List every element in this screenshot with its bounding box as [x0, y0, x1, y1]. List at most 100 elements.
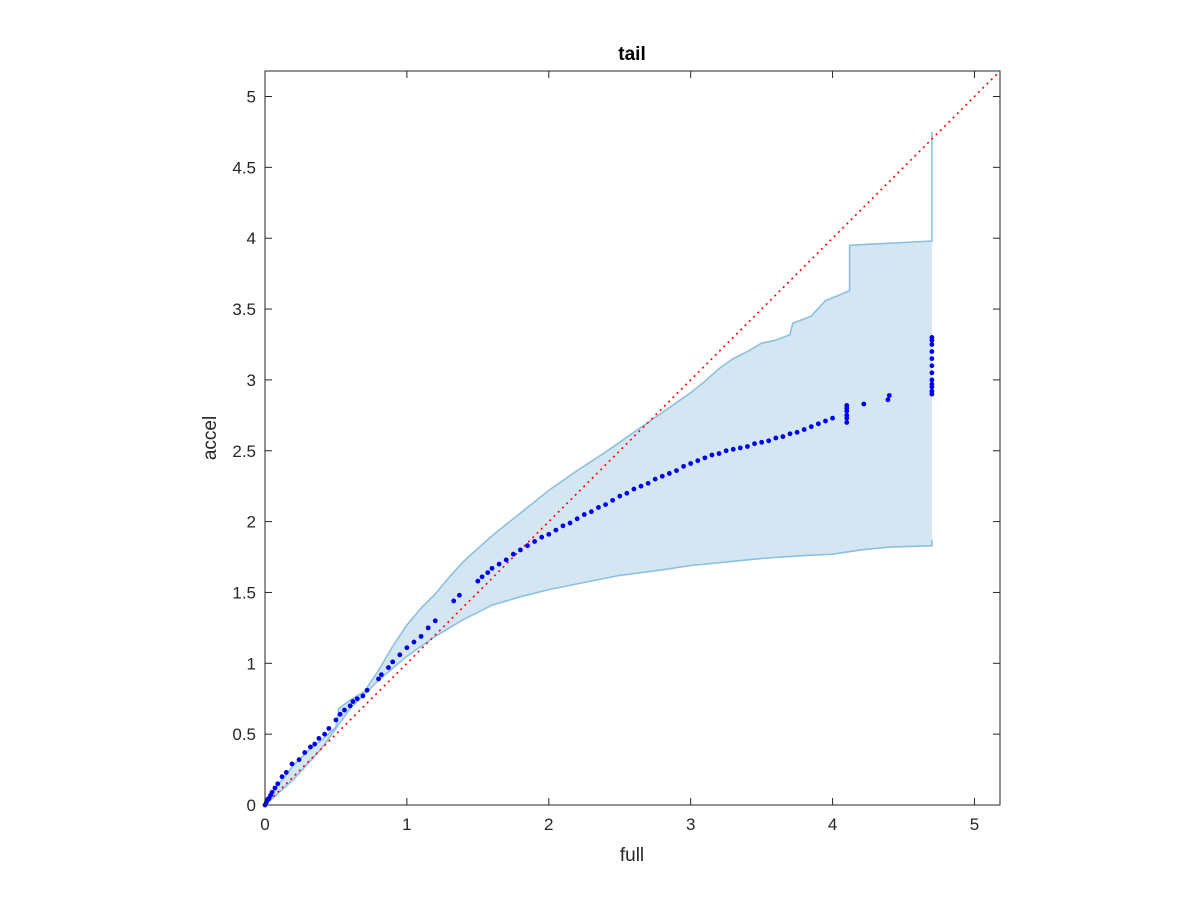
- data-point: [342, 707, 347, 713]
- confidence-band: [264, 131, 933, 806]
- band-lower-edge: [264, 540, 933, 806]
- y-tick-label: 4.5: [232, 158, 256, 177]
- data-point: [567, 520, 573, 526]
- data-point: [283, 770, 289, 775]
- data-point: [326, 726, 332, 731]
- data-point: [451, 598, 457, 604]
- data-point: [861, 401, 867, 407]
- data-point: [354, 696, 360, 702]
- data-point: [681, 463, 686, 469]
- data-point: [272, 785, 278, 791]
- data-point: [376, 676, 381, 682]
- x-tick-label: 5: [970, 815, 979, 834]
- data-point: [432, 618, 438, 624]
- data-point: [929, 363, 935, 369]
- data-point: [296, 757, 302, 763]
- data-point: [780, 434, 786, 439]
- data-point: [766, 438, 772, 444]
- data-point: [503, 557, 509, 563]
- data-point: [929, 388, 935, 394]
- y-tick-label: 3: [247, 371, 256, 390]
- data-point: [378, 672, 384, 678]
- y-tick-label: 1.5: [232, 583, 256, 602]
- data-point: [752, 441, 757, 447]
- y-tick-label: 1: [247, 654, 256, 673]
- data-point: [610, 497, 616, 503]
- data-point: [638, 483, 644, 489]
- data-point: [624, 490, 630, 496]
- data-point: [347, 703, 353, 709]
- data-point: [269, 789, 275, 795]
- data-point: [479, 574, 485, 580]
- data-point: [333, 717, 339, 723]
- y-tick-label: 5: [247, 88, 256, 107]
- data-point: [773, 435, 779, 441]
- data-points: [262, 334, 935, 808]
- data-point: [390, 659, 396, 665]
- y-axis-label: accel: [200, 416, 221, 460]
- data-point: [312, 741, 318, 747]
- data-point: [844, 412, 850, 418]
- y-tick-label: 3.5: [232, 300, 256, 319]
- data-point: [645, 480, 651, 486]
- data-point: [794, 429, 800, 435]
- data-point: [929, 334, 935, 340]
- data-point: [275, 781, 281, 787]
- data-point: [386, 665, 391, 670]
- data-point: [322, 731, 327, 737]
- band-fill: [265, 131, 932, 805]
- data-point: [631, 486, 637, 492]
- data-point: [553, 527, 559, 533]
- data-point: [929, 381, 935, 387]
- data-point: [350, 699, 356, 704]
- data-point: [737, 445, 743, 451]
- data-point: [574, 516, 580, 522]
- data-point: [404, 645, 410, 651]
- data-point: [475, 578, 481, 584]
- data-point: [308, 744, 313, 750]
- data-point: [659, 473, 665, 479]
- y-tick-label: 2: [247, 513, 256, 532]
- data-point: [929, 342, 935, 347]
- data-point: [525, 543, 530, 549]
- data-point: [759, 439, 765, 445]
- x-tick-label: 4: [828, 815, 837, 834]
- reference-line: [264, 70, 1001, 806]
- data-point: [929, 349, 935, 354]
- data-point: [588, 509, 594, 515]
- data-point: [337, 711, 343, 717]
- data-point: [485, 570, 491, 576]
- data-point: [456, 592, 462, 598]
- data-point: [695, 458, 701, 464]
- y-tick-label: 0: [247, 796, 256, 815]
- data-point: [886, 393, 892, 398]
- data-point: [532, 539, 537, 544]
- chart-title: tail: [618, 44, 645, 65]
- data-point: [652, 476, 658, 482]
- data-point: [702, 455, 708, 461]
- data-point: [581, 512, 587, 517]
- plot-frame: [264, 70, 1001, 806]
- data-point: [844, 403, 850, 408]
- reference-line-layer: [264, 70, 1001, 806]
- data-point: [302, 750, 308, 755]
- data-point: [364, 687, 370, 693]
- data-point: [425, 625, 431, 631]
- data-point: [730, 446, 736, 452]
- data-point: [617, 493, 623, 499]
- x-axis-ticks: 0 1 2 3 4 5: [260, 71, 979, 834]
- data-point: [279, 774, 285, 780]
- x-tick-label: 0: [260, 815, 269, 834]
- band-upper-edge: [264, 131, 933, 806]
- data-point: [316, 736, 322, 741]
- data-point: [411, 639, 417, 645]
- data-point: [815, 421, 821, 427]
- data-point: [723, 448, 729, 454]
- data-point: [289, 761, 295, 767]
- data-point: [929, 370, 935, 376]
- data-point: [539, 534, 545, 540]
- x-axis-label: full: [620, 845, 644, 866]
- data-point: [560, 523, 566, 529]
- data-point: [397, 652, 403, 658]
